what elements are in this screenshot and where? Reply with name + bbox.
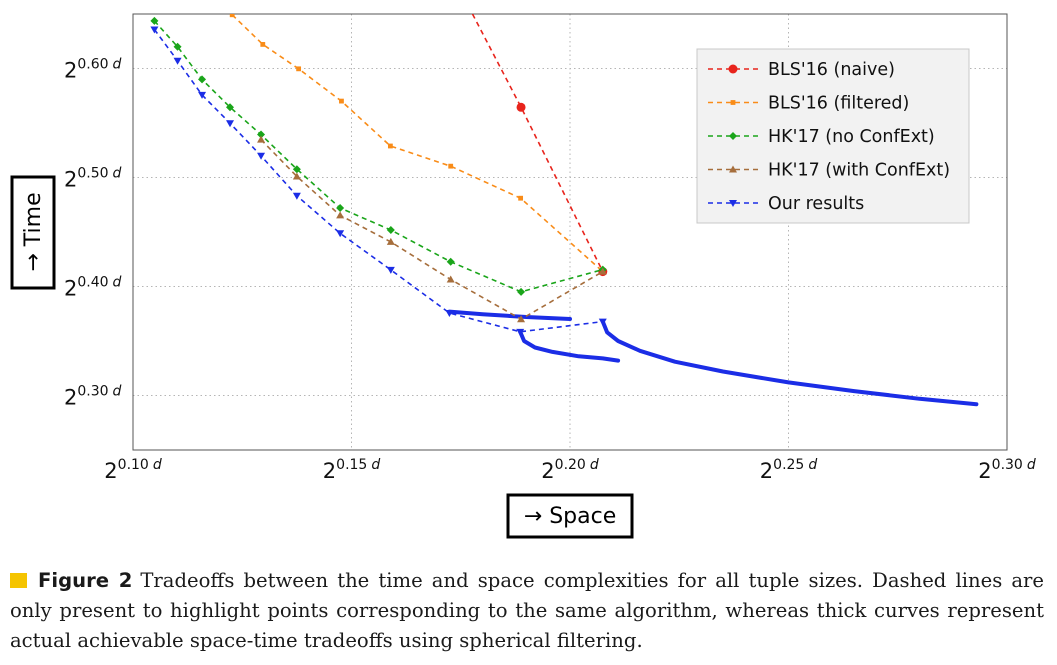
caption-label: Figure 2	[38, 569, 133, 592]
legend-item: HK'17 (no ConfExt)	[708, 127, 935, 147]
caption-text: Tradeoffs between the time and space com…	[10, 569, 1044, 652]
data-point	[386, 237, 395, 245]
series-1	[229, 14, 606, 274]
y-tick-label: 20.50 d	[64, 166, 122, 192]
plot-frame	[132, 13, 1008, 451]
data-point	[229, 14, 235, 18]
x-tick-label: 20.30 d	[978, 457, 1036, 483]
series-4	[150, 26, 607, 336]
legend-label: BLS'16 (filtered)	[768, 94, 909, 114]
data-point	[150, 26, 159, 34]
data-point	[446, 275, 455, 283]
data-point	[198, 75, 207, 84]
series-2	[150, 16, 607, 296]
x-tick-label: 20.25 d	[760, 457, 818, 483]
legend: BLS'16 (naive) BLS'16 (filtered) HK'17 (no…	[696, 48, 970, 224]
legend-label: BLS'16 (naive)	[768, 60, 895, 80]
legend-item: BLS'16 (filtered)	[708, 94, 909, 114]
data-point	[292, 165, 301, 174]
y-tick-label: 20.60 d	[64, 57, 122, 83]
legend-label: HK'17 (no ConfExt)	[768, 127, 935, 147]
data-point	[198, 91, 207, 99]
data-point	[226, 103, 235, 112]
x-tick-label: 20.10 d	[104, 457, 162, 483]
y-tick-labels: 20.30 d 20.40 d 20.50 d 20.60 d	[64, 57, 122, 410]
tradeoff-chart: 20.10 d 20.15 d 20.20 d 20.25 d 20.30 d 20.30 d20.…	[10, 13, 1036, 539]
x-axis-title-box: → Space	[506, 493, 634, 539]
series-line	[153, 20, 604, 293]
data-point	[336, 230, 345, 238]
legend-marker-icon	[729, 165, 737, 173]
data-point	[516, 102, 526, 112]
x-tick-label: 20.15 d	[323, 457, 381, 483]
legend-marker-icon	[728, 64, 738, 74]
y-axis-title-box: → Time	[10, 175, 56, 290]
data-point	[516, 328, 525, 336]
legend-marker-icon	[729, 132, 737, 140]
legend-marker-icon	[730, 100, 736, 105]
data-point	[336, 204, 345, 213]
series-3	[257, 135, 607, 323]
tradeoff-curve	[600, 319, 979, 407]
data-point	[226, 120, 235, 128]
y-tick-label: 20.40 d	[64, 275, 122, 301]
data-point	[448, 163, 454, 169]
legend-item: HK'17 (with ConfExt)	[708, 161, 950, 181]
data-series	[150, 14, 608, 336]
data-point	[173, 57, 182, 65]
data-point	[339, 98, 344, 104]
y-tick-label: 20.30 d	[64, 384, 122, 410]
data-point	[292, 172, 301, 180]
x-tick-labels: 20.10 d 20.15 d 20.20 d 20.25 d 20.30 d	[104, 457, 1036, 483]
data-point	[257, 152, 266, 160]
data-point	[518, 195, 524, 201]
data-point	[150, 16, 159, 25]
data-point	[598, 318, 607, 326]
series-line	[231, 14, 604, 273]
y-axis-title: → Time	[21, 192, 46, 271]
data-point	[517, 315, 526, 323]
legend-item: BLS'16 (naive)	[708, 60, 895, 80]
x-axis-title: → Space	[524, 504, 616, 529]
thick-curves	[447, 309, 979, 407]
figure-caption: Figure 2 Tradeoffs between the time and s…	[10, 566, 1044, 656]
tradeoff-curve	[518, 329, 621, 363]
series-line	[153, 29, 603, 333]
series-0	[471, 14, 608, 277]
data-point	[292, 192, 301, 200]
series-line	[260, 139, 604, 321]
legend-label: HK'17 (with ConfExt)	[768, 161, 950, 181]
legend-item: Our results	[708, 194, 864, 214]
data-point	[257, 130, 266, 139]
data-point	[517, 287, 526, 296]
data-point	[296, 66, 302, 72]
legend-marker-icon	[729, 200, 737, 207]
legend-label: Our results	[768, 194, 864, 214]
data-point	[173, 42, 182, 51]
data-point	[336, 211, 345, 219]
data-point	[445, 309, 454, 317]
x-tick-label: 20.20 d	[541, 457, 599, 483]
data-point	[446, 257, 455, 266]
legend-box	[696, 48, 970, 224]
data-point	[386, 266, 395, 274]
data-point	[257, 135, 266, 143]
tradeoff-curve	[447, 309, 572, 321]
data-point	[386, 226, 395, 235]
data-point	[387, 143, 393, 149]
series-line	[471, 14, 604, 272]
caption-marker-icon	[10, 573, 27, 588]
data-point	[598, 267, 607, 275]
data-point	[260, 42, 266, 47]
